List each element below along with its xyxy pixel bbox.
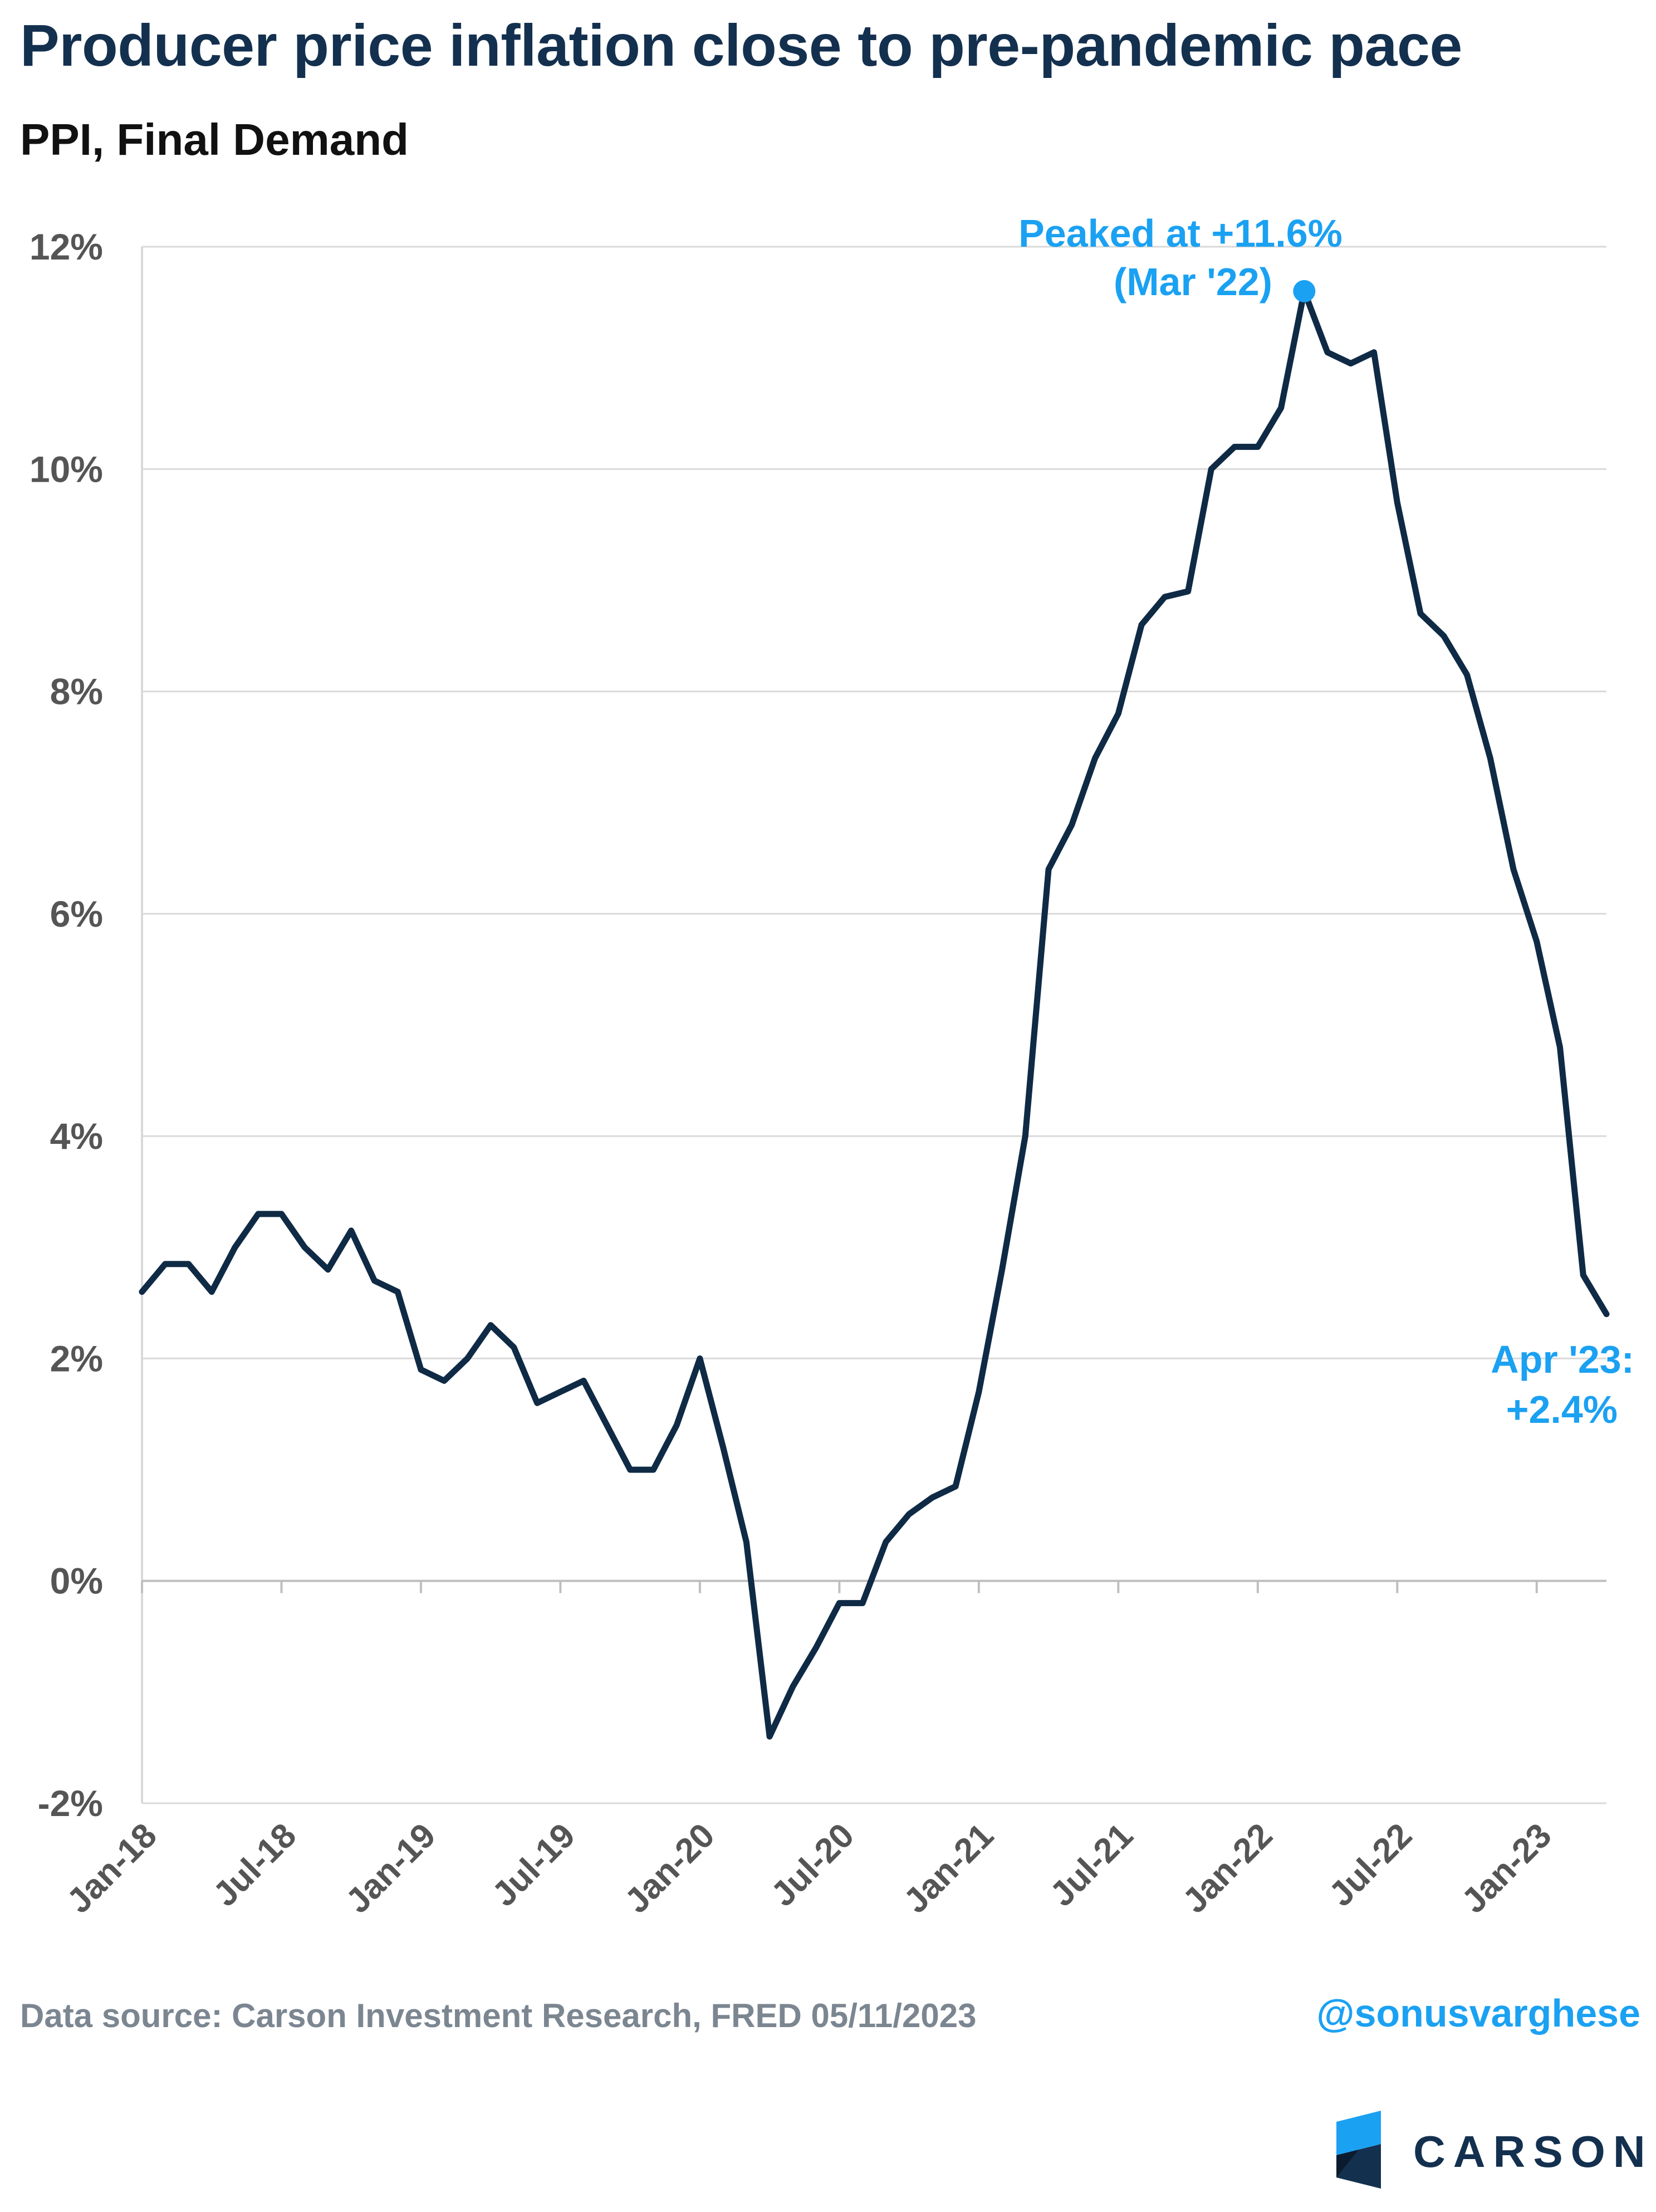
x-axis-tick-labels: Jan-18 Jul-18 Jan-19 Jul-19 Jan-20 Jul-20 Jan-… (60, 1816, 1559, 1921)
data-source-note: Data source: Carson Investment Research,… (20, 1997, 977, 2034)
x-tick-label: Jan-19 (339, 1816, 443, 1921)
chart-subtitle: PPI, Final Demand (20, 115, 409, 164)
carson-logo-icon (1336, 2111, 1381, 2189)
y-tick-label: 4% (50, 1115, 103, 1157)
y-tick-label: 2% (50, 1338, 103, 1379)
author-handle: @sonusvarghese (1316, 1991, 1640, 2035)
x-tick-label: Jan-21 (896, 1816, 1001, 1921)
series-line (139, 288, 1610, 1740)
x-tick-label: Jan-18 (60, 1816, 164, 1921)
x-tick-label: Jan-22 (1175, 1816, 1280, 1921)
y-axis-tick-labels: -2% 0% 2% 4% 6% 8% 10% 12% (30, 226, 103, 1824)
x-tick-label: Jan-23 (1454, 1816, 1559, 1921)
carson-logo: CARSON (1325, 2105, 1648, 2194)
y-tick-label: 0% (50, 1560, 103, 1602)
latest-annotation-line1: Apr '23: (1491, 1338, 1634, 1381)
peak-annotation-line1: Peaked at +11.6% (1018, 212, 1343, 255)
x-tick-label: Jul-18 (206, 1816, 304, 1914)
series-layer (139, 288, 1610, 1740)
y-tick-label: 8% (50, 671, 103, 712)
x-tick-label: Jul-21 (1043, 1816, 1141, 1914)
grid-lines (142, 246, 1606, 1804)
annotations: Peaked at +11.6% (Mar '22) Apr '23: +2.4% (1018, 212, 1634, 1431)
latest-annotation-line2: +2.4% (1506, 1388, 1618, 1431)
y-tick-label: 10% (30, 448, 103, 490)
x-tick-label: Jul-22 (1322, 1816, 1420, 1914)
peak-annotation-line2: (Mar '22) (1114, 260, 1272, 304)
line-chart: -2% 0% 2% 4% 6% 8% 10% 12% Jan-18 Jul-18 Jan-19 Ju… (30, 212, 1634, 1921)
chart-title: Producer price inflation close to pre-pa… (20, 13, 1462, 79)
peak-marker (1293, 280, 1316, 302)
x-tick-label: Jul-19 (485, 1816, 583, 1914)
carson-logo-wordmark: CARSON (1413, 2127, 1653, 2176)
x-tick-label: Jul-20 (764, 1816, 862, 1914)
y-tick-label: -2% (38, 1783, 103, 1824)
x-tick-label: Jan-20 (618, 1816, 722, 1921)
y-tick-label: 12% (30, 226, 103, 267)
y-tick-label: 6% (50, 893, 103, 934)
